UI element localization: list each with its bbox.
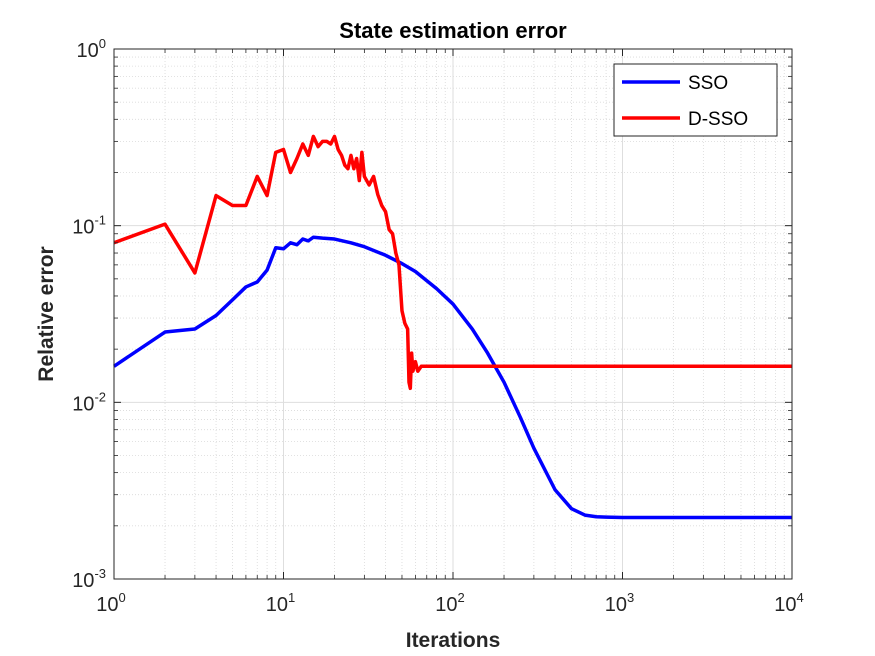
legend-box xyxy=(613,63,778,137)
x-tick-label-base: 10 xyxy=(605,594,627,616)
series-line-sso xyxy=(113,235,792,520)
x-axis-label: Iterations xyxy=(406,629,501,652)
legend: SSO D-SSO xyxy=(613,63,778,137)
y-tick-label-base: 10 xyxy=(72,217,94,239)
axis-ticks xyxy=(113,48,793,580)
x-tick-labels: 100 101 102 103 104 xyxy=(96,590,803,616)
x-tick-label-exponent: 0 xyxy=(119,590,126,605)
y-tick-label-exponent: -1 xyxy=(94,213,106,228)
series-line-d-sso xyxy=(113,134,792,391)
y-tick-label: 10-2 xyxy=(72,389,106,415)
x-tick-label: 103 xyxy=(605,590,634,616)
x-tick-label-exponent: 2 xyxy=(458,590,465,605)
x-tick-label-base: 10 xyxy=(774,594,796,616)
y-tick-label-exponent: 0 xyxy=(99,36,106,51)
x-tick-label-exponent: 4 xyxy=(797,590,804,605)
x-tick-label: 100 xyxy=(96,590,125,616)
x-tick-label: 101 xyxy=(266,590,295,616)
x-tick-label-base: 10 xyxy=(266,594,288,616)
x-tick-label-base: 10 xyxy=(96,594,118,616)
legend-label-sso: SSO xyxy=(688,73,728,94)
y-tick-label-base: 10 xyxy=(77,40,99,62)
y-tick-label: 100 xyxy=(77,36,106,62)
chart-title: State estimation error xyxy=(339,18,567,43)
x-tick-label: 102 xyxy=(435,590,464,616)
x-tick-label-exponent: 1 xyxy=(288,590,295,605)
x-tick-label-base: 10 xyxy=(435,594,457,616)
y-tick-label-exponent: -3 xyxy=(94,566,106,581)
y-tick-label-exponent: -2 xyxy=(94,389,106,404)
y-tick-label-base: 10 xyxy=(72,393,94,415)
series-layer xyxy=(113,134,792,520)
y-axis-label: Relative error xyxy=(35,246,58,381)
y-tick-label: 10-3 xyxy=(72,566,106,592)
y-tick-label: 10-1 xyxy=(72,213,106,239)
x-tick-label-exponent: 3 xyxy=(627,590,634,605)
legend-label-d-sso: D-SSO xyxy=(688,109,748,130)
x-tick-label: 104 xyxy=(774,590,803,616)
y-tick-label-base: 10 xyxy=(72,570,94,592)
